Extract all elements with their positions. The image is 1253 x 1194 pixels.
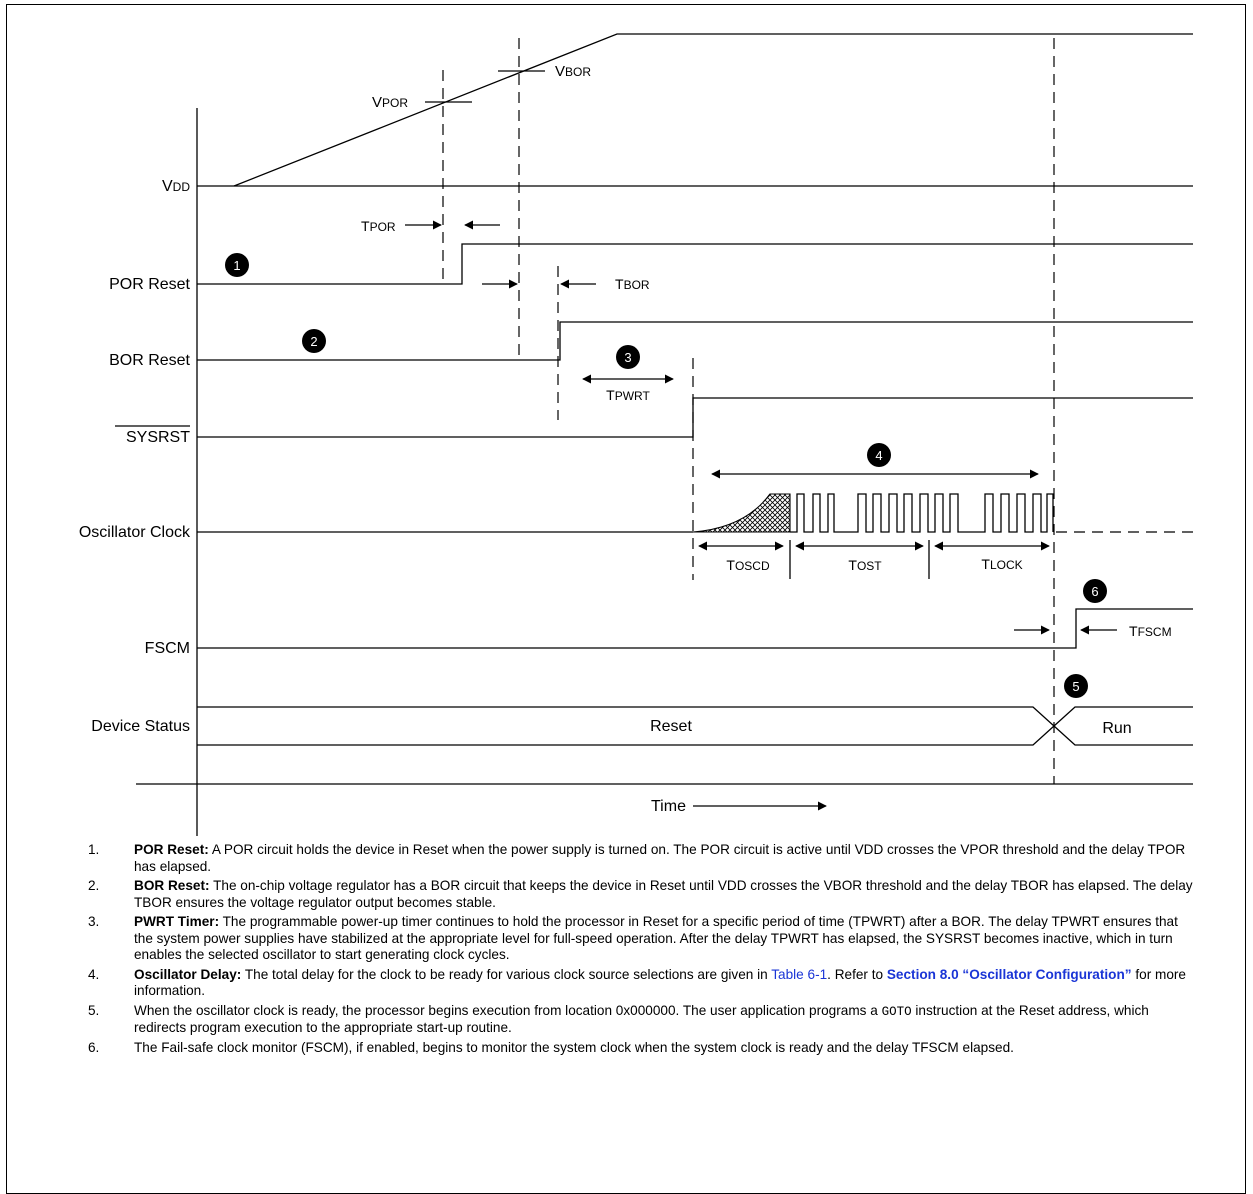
marker-1-text: 1 <box>233 258 240 273</box>
signal-label-por-reset: POR Reset <box>109 276 190 293</box>
device-status-run-label: Run <box>1102 720 1131 737</box>
note-5: 5. When the oscillator clock is ready, t… <box>88 1002 1149 1036</box>
por-reset-waveform <box>197 243 1193 285</box>
sysrst-waveform <box>197 397 1193 438</box>
marker-4 <box>867 443 891 467</box>
marker-6-text: 6 <box>1091 584 1098 599</box>
note-2: 2. BOR Reset: The on-chip voltage regula… <box>88 878 1193 910</box>
toscd-label: TOSCD <box>726 557 770 573</box>
tost-label: TOST <box>848 557 882 573</box>
marker-3-text: 3 <box>624 350 631 365</box>
marker-3 <box>616 345 640 369</box>
tbor-label: TBOR <box>615 276 650 292</box>
device-status-run-bus-top <box>1053 706 1193 727</box>
signal-label-oscillator-clock: Oscillator Clock <box>79 524 191 541</box>
vpor-label: VPOR <box>372 94 408 111</box>
marker-2 <box>302 329 326 353</box>
oscillator-startup-hatch <box>692 493 791 533</box>
marker-6 <box>1083 579 1107 603</box>
bor-reset-waveform <box>197 321 1193 361</box>
footnotes-list: 1. POR Reset: A POR circuit holds the de… <box>88 842 1198 1059</box>
marker-1 <box>225 253 249 277</box>
vdd-ramp-waveform <box>233 33 1193 187</box>
section-8-link[interactable]: Section 8.0 “Oscillator Configuration” <box>886 966 1132 982</box>
vbor-label: VBOR <box>555 63 591 80</box>
device-status-reset-bus <box>197 706 1055 746</box>
signal-label-device-status: Device Status <box>91 718 190 735</box>
signal-label-fscm: FSCM <box>145 640 190 657</box>
oscillator-clock-pulses <box>790 493 1054 533</box>
device-status-reset-label: Reset <box>650 718 692 735</box>
note-4: 4. Oscillator Delay: The total delay for… <box>88 966 1186 999</box>
marker-4-text: 4 <box>875 448 882 463</box>
note-1: 1. POR Reset: A POR circuit holds the de… <box>88 842 1186 874</box>
time-label: Time <box>651 798 686 815</box>
reset-timing-diagram: VDD VPOR VBOR POR Reset TPOR 1 BOR Reset… <box>79 33 1193 836</box>
tfscm-label: TFSCM <box>1129 623 1172 639</box>
tlock-label: TLOCK <box>981 556 1022 572</box>
signal-label-vdd: VDD <box>162 178 190 195</box>
marker-5-text: 5 <box>1072 679 1079 694</box>
marker-5 <box>1064 674 1088 698</box>
fscm-waveform <box>197 608 1193 649</box>
note-3: 3. PWRT Timer: The programmable power-up… <box>88 914 1178 962</box>
tpwrt-label: TPWRT <box>606 387 650 403</box>
marker-2-text: 2 <box>310 334 317 349</box>
signal-label-sysrst: SYSRST <box>126 429 190 446</box>
note-6: 6. The Fail-safe clock monitor (FSCM), i… <box>88 1039 1014 1055</box>
device-status-run-bus-bottom <box>1053 725 1193 746</box>
table-6-1-link[interactable]: Table 6-1 <box>771 966 828 982</box>
tpor-label: TPOR <box>361 218 396 234</box>
signal-label-bor-reset: BOR Reset <box>109 352 190 369</box>
